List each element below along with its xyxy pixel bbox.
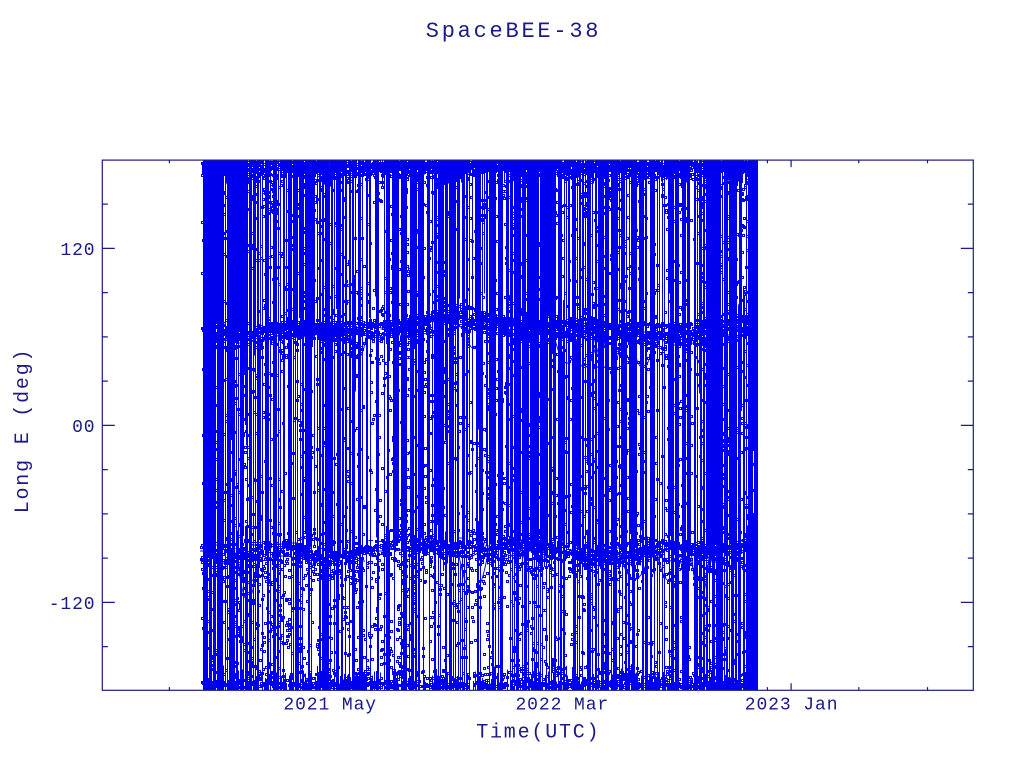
svg-text:SpaceBEE-38: SpaceBEE-38 bbox=[426, 19, 601, 44]
svg-text:2023 Jan: 2023 Jan bbox=[745, 696, 839, 716]
svg-text:120: 120 bbox=[60, 241, 95, 261]
svg-text:Time(UTC): Time(UTC) bbox=[476, 722, 600, 745]
svg-text:-120: -120 bbox=[49, 595, 96, 615]
svg-text:Long E (deg): Long E (deg) bbox=[12, 348, 35, 514]
svg-text:00: 00 bbox=[72, 418, 95, 438]
svg-text:2021 May: 2021 May bbox=[283, 696, 377, 716]
svg-text:2022 Mar: 2022 Mar bbox=[515, 696, 609, 716]
